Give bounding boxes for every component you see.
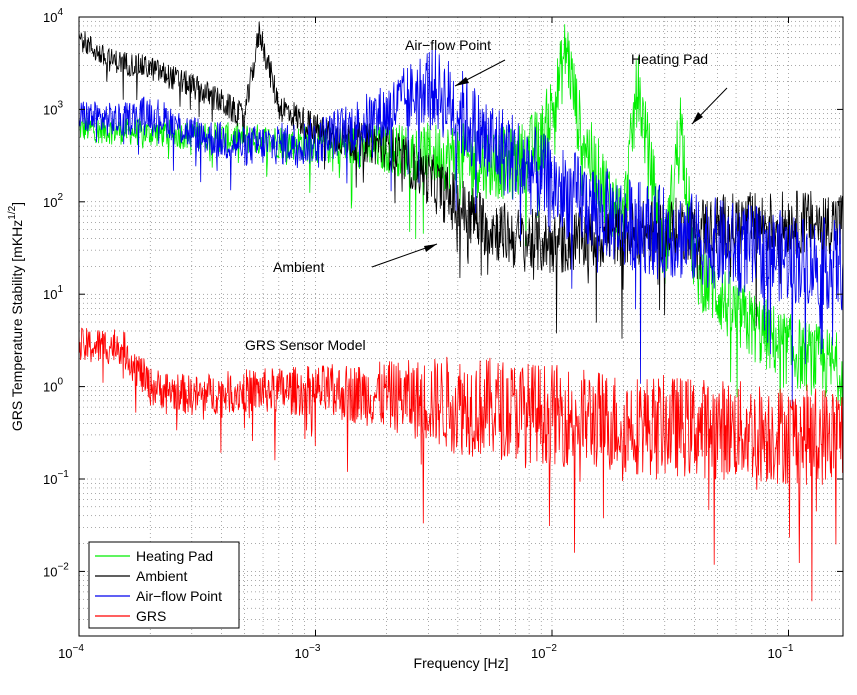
x-tick-label: 10−3	[295, 643, 321, 661]
annotation-grs: GRS Sensor Model	[245, 337, 366, 353]
tick-base: 10	[58, 646, 72, 661]
y-tick-label: 10−1	[43, 469, 69, 487]
y-axis-label-main: GRS Temperature Stability [mKHz	[9, 220, 25, 431]
y-tick-label: 103	[43, 99, 63, 117]
y-axis-label-superscript: 1/2	[7, 205, 18, 219]
x-tick-label: 10−1	[768, 643, 794, 661]
annotation-ambient-arrowhead	[424, 244, 437, 252]
tick-exponent: 4	[57, 7, 63, 18]
legend-label: Air−flow Point	[136, 588, 222, 604]
tick-exponent: −4	[73, 643, 85, 654]
y-axis-label: GRS Temperature Stability [mKHz1/2]	[7, 202, 25, 431]
x-tick-label: 10−4	[58, 643, 84, 661]
tick-exponent: −2	[57, 561, 69, 572]
x-tick-label: 10−2	[531, 643, 557, 661]
series-line-grs	[78, 327, 844, 602]
annotation-airflow-arrowhead	[455, 77, 469, 86]
legend-item: Heating Pad	[95, 548, 213, 564]
annotation-ambient: Ambient	[273, 243, 438, 275]
annotation-heating: Heating Pad	[631, 51, 728, 125]
plot-frame	[78, 16, 844, 637]
annotation-heating-arrowhead	[692, 112, 703, 124]
tick-exponent: 1	[57, 284, 63, 295]
y-tick-label: 102	[43, 192, 63, 210]
tick-base: 10	[43, 380, 57, 395]
y-tick-label: 104	[43, 7, 63, 25]
tick-base: 10	[43, 564, 57, 579]
tick-exponent: 2	[57, 192, 63, 203]
annotation-ambient-text: Ambient	[273, 259, 324, 275]
tick-exponent: −1	[57, 469, 69, 480]
tick-exponent: −1	[782, 643, 794, 654]
legend-item: GRS	[95, 608, 166, 624]
legend-label: GRS	[136, 608, 166, 624]
series-layer	[78, 21, 844, 602]
tick-base: 10	[295, 646, 309, 661]
tick-base: 10	[43, 195, 57, 210]
annotation-airflow: Air−flow Point	[405, 37, 506, 87]
tick-base: 10	[531, 646, 545, 661]
annotation-heating-text: Heating Pad	[631, 51, 708, 67]
tick-base: 10	[43, 287, 57, 302]
tick-base: 10	[768, 646, 782, 661]
legend-item: Air−flow Point	[95, 588, 222, 604]
x-axis-label: Frequency [Hz]	[414, 655, 509, 671]
y-axis-label-close: ]	[9, 202, 25, 206]
series-line-heating-pad	[78, 24, 844, 423]
tick-base: 10	[43, 102, 57, 117]
y-tick-label: 10−2	[43, 561, 69, 579]
tick-base: 10	[43, 10, 57, 25]
legend: Heating Pad Ambient Air−flow Point GRS	[88, 541, 240, 629]
tick-exponent: −2	[546, 643, 558, 654]
tick-base: 10	[43, 472, 57, 487]
y-tick-label: 101	[43, 284, 63, 302]
legend-item: Ambient	[95, 568, 187, 584]
series-line-air-flow-point	[78, 49, 844, 407]
y-tick-label: 100	[43, 377, 63, 395]
legend-label: Ambient	[136, 568, 187, 584]
tick-exponent: 3	[57, 99, 63, 110]
tick-exponent: 0	[57, 377, 63, 388]
legend-label: Heating Pad	[136, 548, 213, 564]
tick-exponent: −3	[309, 643, 321, 654]
annotation-airflow-text: Air−flow Point	[405, 37, 491, 53]
annotation-grs-text: GRS Sensor Model	[245, 337, 366, 353]
